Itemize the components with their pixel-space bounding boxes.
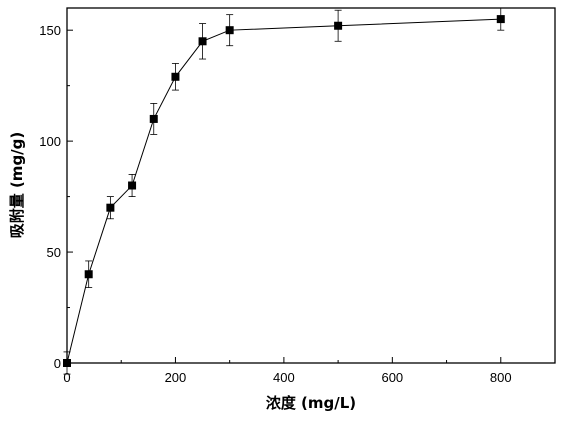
x-tick-label: 800 (490, 370, 512, 385)
y-tick-label: 50 (47, 245, 61, 260)
tick-labels: 0 200 400 600 800 0 50 100 150 (39, 23, 511, 385)
axis-ticks (66, 29, 502, 364)
x-axis-title: 浓度 (mg/L) (266, 394, 356, 412)
x-tick-label: 600 (381, 370, 403, 385)
data-point (496, 15, 505, 24)
data-point (198, 37, 207, 46)
series-layer (63, 7, 505, 375)
y-axis-title: 吸附量 (mg/g) (8, 132, 26, 239)
data-point (63, 359, 71, 367)
x-tick-label: 400 (273, 370, 295, 385)
data-point (106, 203, 115, 212)
data-point (225, 26, 234, 35)
series-line (66, 18, 501, 364)
x-tick-label: 200 (165, 370, 187, 385)
data-point (334, 21, 343, 30)
y-tick-label: 150 (39, 23, 61, 38)
y-tick-label: 100 (39, 134, 61, 149)
data-point (171, 72, 180, 81)
plot-area-frame (66, 7, 556, 364)
x-tick-label: 0 (63, 370, 70, 385)
data-point (84, 270, 93, 279)
data-point (128, 181, 137, 190)
data-point (149, 114, 158, 123)
y-tick-label: 0 (54, 356, 61, 371)
